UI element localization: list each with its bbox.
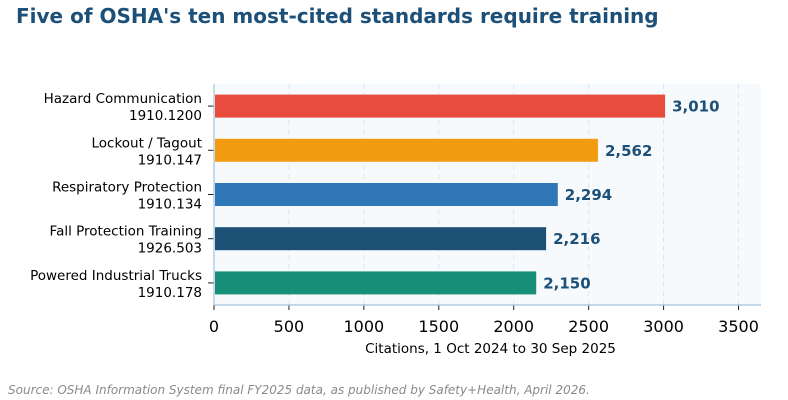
category-code-label: 1910.134 — [138, 197, 202, 213]
x-tick-label: 2000 — [493, 317, 534, 336]
x-tick-label: 500 — [274, 317, 305, 336]
x-tick-label: 3500 — [718, 317, 759, 336]
category-code-label: 1926.503 — [138, 241, 202, 257]
category-label: Powered Industrial Trucks — [30, 268, 202, 284]
bar — [215, 138, 598, 162]
bar — [215, 271, 537, 295]
bar — [215, 94, 666, 118]
x-tick-label: 0 — [209, 317, 219, 336]
category-code-label: 1910.1200 — [129, 108, 202, 124]
category-label: Respiratory Protection — [52, 180, 202, 196]
x-tick-label: 1500 — [418, 317, 459, 336]
x-tick-label: 3000 — [643, 317, 684, 336]
source-note: Source: OSHA Information System final FY… — [8, 383, 590, 397]
x-tick-label: 1000 — [344, 317, 385, 336]
bar — [215, 183, 558, 206]
category-code-label: 1910.178 — [138, 285, 202, 301]
category-code-label: 1910.147 — [138, 152, 202, 168]
value-label: 2,562 — [605, 142, 652, 160]
value-label: 2,150 — [543, 274, 590, 292]
category-label: Lockout / Tagout — [91, 135, 202, 151]
x-axis-label: Citations, 1 Oct 2024 to 30 Sep 2025 — [365, 341, 616, 357]
category-label: Fall Protection Training — [50, 224, 202, 240]
value-label: 3,010 — [672, 98, 719, 116]
bar — [215, 227, 547, 251]
chart-title: Five of OSHA's ten most-cited standards … — [16, 4, 659, 28]
value-label: 2,294 — [565, 186, 612, 204]
value-label: 2,216 — [553, 230, 600, 248]
x-tick-label: 2500 — [568, 317, 609, 336]
category-label: Hazard Communication — [44, 91, 202, 107]
